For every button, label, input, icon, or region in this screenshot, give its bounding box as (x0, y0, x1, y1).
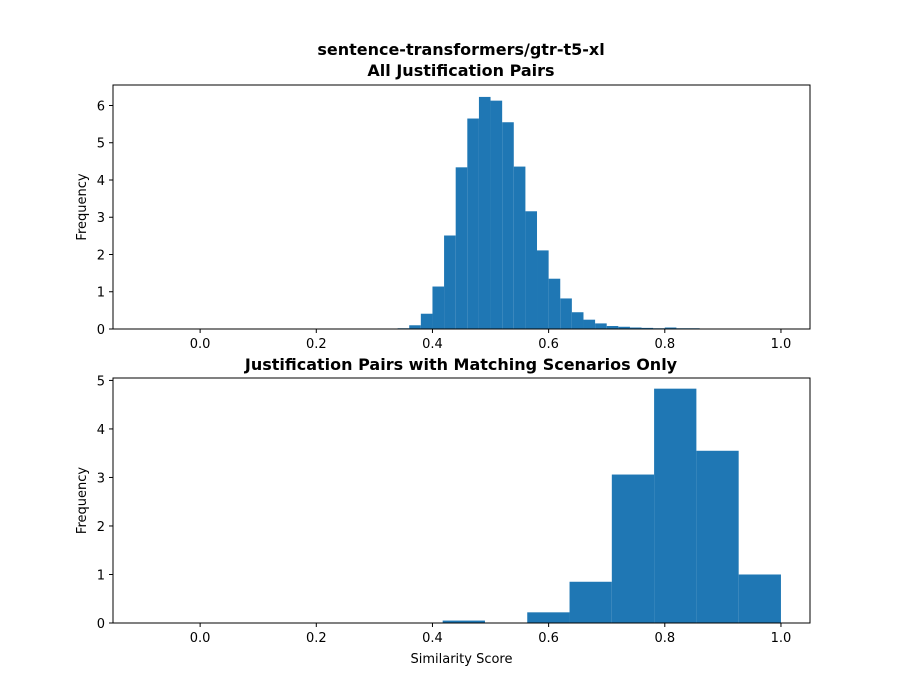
histogram-bar (537, 250, 549, 329)
y-axis-label: Frequency (75, 173, 90, 240)
y-tick-label: 4 (97, 423, 105, 438)
x-tick-label: 0.4 (422, 337, 443, 352)
histogram-bar (444, 235, 456, 329)
x-tick-label: 0.0 (190, 631, 211, 646)
y-tick-label: 6 (97, 99, 105, 114)
y-tick-label: 2 (97, 520, 105, 535)
axes-frame (112, 377, 811, 624)
x-tick-label: 0.2 (306, 337, 327, 352)
histogram-bar (467, 118, 479, 329)
y-tick-label: 1 (97, 286, 105, 301)
histogram-bar (629, 327, 642, 329)
y-axis-label: Frequency (75, 467, 90, 534)
histogram-bar (527, 612, 570, 623)
histogram-bar (595, 323, 607, 329)
y-tick-label: 3 (97, 471, 105, 486)
histogram-matching-pairs: 0.0 0.2 0.4 0.6 0.8 1.0 0 1 2 3 4 5 Frequency Similar… (75, 374, 811, 667)
y-tick-label: 0 (97, 323, 105, 338)
histogram-bar (502, 122, 514, 329)
histogram-bar (560, 298, 572, 329)
histogram-bar (583, 319, 596, 329)
histogram-bar (432, 286, 445, 329)
histogram-bar (738, 574, 781, 623)
x-axis-label: Similarity Score (410, 652, 512, 667)
histogram-bar (641, 327, 654, 329)
histogram-bar (618, 326, 630, 329)
x-tick-label: 0.4 (422, 631, 443, 646)
histogram-bar (442, 620, 485, 623)
y-tick-label: 5 (97, 374, 105, 389)
histogram-bar (455, 167, 468, 329)
x-tick-label: 0.6 (538, 337, 559, 352)
histogram-bar (548, 278, 561, 329)
x-tick-label: 0.6 (538, 631, 559, 646)
y-tick-label: 5 (97, 137, 105, 152)
histogram-bar (569, 581, 612, 623)
histogram-all-pairs: 0.0 0.2 0.4 0.6 0.8 1.0 0 1 2 3 4 5 6 Frequency (75, 84, 811, 352)
histogram-bar (409, 325, 421, 329)
y-tick-label: 0 (97, 617, 105, 632)
histogram-bar (606, 326, 619, 329)
x-tick-label: 1.0 (771, 337, 792, 352)
histogram-bar (654, 388, 697, 623)
y-tick-label: 2 (97, 248, 105, 263)
chart-title-all-pairs: All Justification Pairs (367, 61, 554, 80)
figure-suptitle: sentence-transformers/gtr-t5-xl (317, 40, 604, 59)
x-tick-label: 0.8 (654, 337, 675, 352)
chart-title-matching-pairs: Justification Pairs with Matching Scenar… (244, 355, 678, 374)
x-tick-label: 0.2 (306, 631, 327, 646)
histogram-bar (571, 312, 584, 329)
histogram-bar (478, 96, 491, 329)
x-tick-label: 0.8 (654, 631, 675, 646)
histogram-bar (525, 211, 538, 329)
histogram-bar (490, 100, 503, 330)
x-tick-label: 1.0 (771, 631, 792, 646)
histogram-bar (513, 166, 526, 329)
y-tick-label: 4 (97, 174, 105, 189)
x-tick-label: 0.0 (190, 337, 211, 352)
histogram-bar (420, 313, 433, 329)
y-tick-label: 3 (97, 211, 105, 226)
y-tick-label: 1 (97, 568, 105, 583)
axes-frame (112, 84, 811, 330)
histogram-bar (664, 327, 677, 329)
histogram-bar (611, 474, 655, 623)
histogram-bar (696, 450, 739, 623)
